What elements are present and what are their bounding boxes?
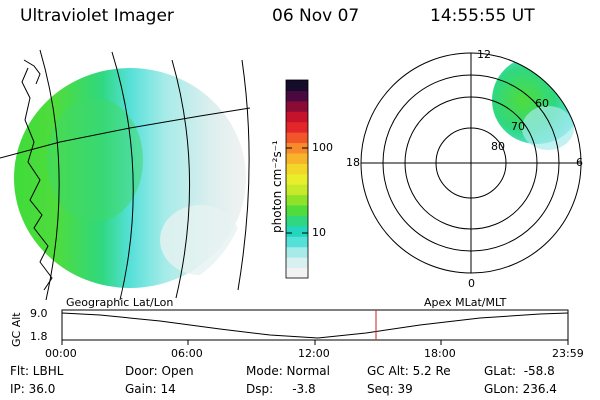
- info-glon: GLon: 236.4: [484, 382, 557, 396]
- lat-lon-grid: [0, 49, 251, 301]
- colorbar-cell: [286, 152, 308, 164]
- colorbar-cell: [286, 121, 308, 133]
- colorbar-cell: [286, 205, 308, 216]
- x-tick-0000: 00:00: [45, 347, 77, 360]
- info-flt: Flt: LBHL: [10, 364, 64, 378]
- colorbar-cell: [286, 236, 308, 248]
- info-mode: Mode: Normal: [246, 364, 330, 378]
- mlt-label-6: 6: [576, 156, 583, 169]
- timeline-y-top: 9.0: [30, 307, 48, 320]
- colorbar-cell: [286, 142, 308, 154]
- colorbar-cell: [286, 100, 308, 112]
- colorbar-cell: [286, 246, 308, 258]
- time-label: 14:55:55 UT: [430, 6, 535, 26]
- colorbar-tick-10: 10: [312, 226, 326, 239]
- info-glat: GLat: -58.8: [484, 364, 555, 378]
- coastline: [21, 67, 53, 291]
- mlt-label-18: 18: [346, 156, 360, 169]
- colorbar-cell: [286, 163, 308, 175]
- date-label: 06 Nov 07: [272, 6, 360, 26]
- colorbar-cell: [286, 90, 308, 102]
- info-gc-alt: GC Alt: 5.2 Re: [367, 364, 451, 378]
- colorbar-cell: [286, 257, 308, 269]
- colorbar-cell: [286, 80, 308, 91]
- timeline-axis-label: GC Alt: [10, 312, 23, 347]
- colorbar-cell: [286, 132, 308, 144]
- colorbar: [285, 79, 309, 279]
- info-ip: IP: 36.0: [10, 382, 56, 396]
- altitude-curve: [61, 312, 569, 339]
- info-seq: Seq: 39: [367, 382, 413, 396]
- colorbar-cell: [286, 225, 308, 237]
- x-tick-2359: 23:59: [552, 347, 584, 360]
- x-tick-1800: 18:00: [424, 347, 456, 360]
- altitude-timeline: [61, 309, 569, 345]
- colorbar-tick-100: 100: [312, 141, 333, 154]
- colorbar-cell: [286, 173, 308, 185]
- lat-label-70: 70: [511, 120, 525, 133]
- lat-label-60: 60: [535, 97, 549, 110]
- globe-image: [0, 49, 251, 301]
- colorbar-cell: [286, 215, 308, 227]
- x-tick-0600: 06:00: [171, 347, 203, 360]
- info-gain: Gain: 14: [125, 382, 176, 396]
- x-tick-1200: 12:00: [298, 347, 330, 360]
- instrument-title: Ultraviolet Imager: [20, 6, 174, 26]
- colorbar-unit-label: photon cm⁻²s⁻¹: [270, 140, 284, 233]
- timeline-left-title: Geographic Lat/Lon: [66, 296, 174, 309]
- info-dsp: Dsp: -3.8: [246, 382, 316, 396]
- colorbar-cell: [286, 194, 308, 206]
- info-door: Door: Open: [125, 364, 194, 378]
- mlt-label-12: 12: [477, 48, 491, 61]
- colorbar-cell: [286, 267, 308, 279]
- timeline-y-bottom: 1.8: [30, 330, 48, 343]
- colorbar-cell: [286, 184, 308, 196]
- timeline-right-title: Apex MLat/MLT: [424, 296, 507, 309]
- polar-plot: [360, 52, 582, 274]
- colorbar-cell: [286, 111, 308, 123]
- lat-label-80: 80: [491, 140, 505, 153]
- mlt-label-0: 0: [468, 277, 475, 290]
